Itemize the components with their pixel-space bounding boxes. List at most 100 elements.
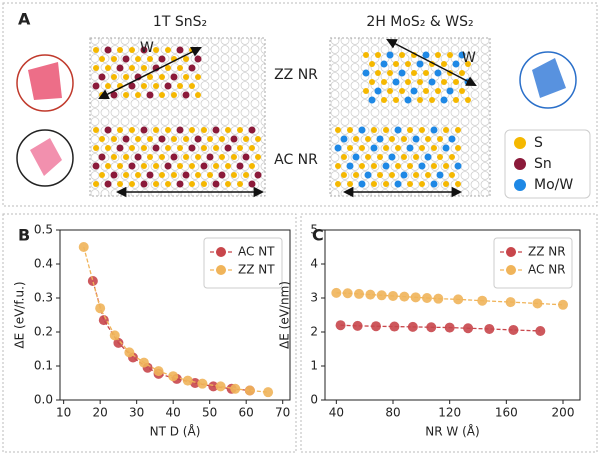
atom: [111, 56, 117, 62]
atom: [405, 79, 411, 85]
lattice-box: [89, 37, 266, 197]
atom: [134, 153, 142, 161]
atom: [248, 126, 256, 134]
atom: [389, 136, 395, 142]
atom: [207, 136, 213, 142]
marker: [87, 276, 98, 286]
atom: [243, 136, 249, 142]
atom: [369, 79, 375, 85]
atom: [159, 172, 165, 178]
atom: [358, 180, 366, 188]
atom: [135, 136, 141, 142]
atom: [219, 154, 225, 160]
panel-a: A 1T SnS₂ 2H MoS₂ & WS₂ W W ZZ NR AC NR …: [16, 10, 591, 199]
legend-marker: [216, 247, 226, 257]
atom: [153, 47, 159, 53]
y-tick-label: 5: [310, 223, 318, 237]
marker: [422, 293, 432, 303]
atom: [371, 181, 377, 187]
atom: [225, 163, 231, 169]
atom: [442, 144, 450, 152]
legend-label: AC NR: [528, 263, 566, 277]
atom: [152, 144, 160, 152]
width-arrow: [98, 47, 202, 99]
atom: [453, 97, 459, 103]
atom: [189, 127, 195, 133]
atom: [386, 51, 394, 59]
atom: [176, 46, 184, 54]
x-tick-label: 40: [166, 406, 181, 420]
atom: [359, 145, 365, 151]
atom: [201, 127, 207, 133]
atom: [104, 46, 112, 54]
atom: [410, 87, 418, 95]
atom: [117, 47, 123, 53]
atom: [171, 136, 177, 142]
atom: [422, 51, 430, 59]
plot-frame: [59, 229, 291, 401]
atom: [437, 154, 443, 160]
atom: [177, 145, 183, 151]
atom: [382, 162, 390, 170]
marker: [426, 322, 437, 333]
atom: [183, 74, 189, 80]
atom: [105, 83, 111, 89]
y-tick-label: 0.5: [34, 223, 53, 237]
atom: [189, 163, 195, 169]
atom: [465, 97, 471, 103]
panel-label: A: [18, 10, 31, 29]
atom: [447, 52, 453, 58]
panel-label: C: [312, 226, 324, 245]
atom: [346, 162, 354, 170]
atom: [165, 65, 171, 71]
atom: [158, 135, 166, 143]
atom: [93, 47, 99, 53]
atom: [92, 162, 100, 170]
atom: [407, 163, 413, 169]
atom: [93, 127, 99, 133]
atom: [129, 145, 135, 151]
legend-label: Mo/W: [534, 177, 573, 193]
atom: [437, 136, 443, 142]
atom: [419, 145, 425, 151]
atom: [381, 79, 387, 85]
atom: [99, 56, 105, 62]
atom: [201, 145, 207, 151]
atom: [195, 74, 201, 80]
atom: [123, 74, 129, 80]
y-tick-label: 3: [310, 291, 318, 305]
atom: [158, 55, 166, 63]
y-tick-label: 0: [310, 393, 318, 407]
marker: [78, 242, 89, 252]
atom: [423, 88, 429, 94]
atom: [454, 162, 462, 170]
marker: [407, 321, 418, 332]
atom: [237, 127, 243, 133]
marker: [263, 387, 274, 398]
octahedron-icon: [28, 62, 62, 100]
atom: [153, 181, 159, 187]
marker: [215, 381, 226, 392]
atom: [98, 153, 106, 161]
legend-marker: [506, 247, 516, 257]
atom: [413, 172, 419, 178]
atom: [362, 69, 370, 77]
x-tick-label: 20: [93, 406, 108, 420]
atom: [188, 64, 196, 72]
atom: [224, 144, 232, 152]
atom: [111, 74, 117, 80]
atom: [104, 126, 112, 134]
atom: [335, 127, 341, 133]
row-label: ZZ NR: [274, 67, 318, 83]
atom: [398, 69, 406, 77]
atom: [189, 181, 195, 187]
atom: [194, 135, 202, 143]
atom: [164, 162, 172, 170]
atom: [122, 135, 130, 143]
atom: [236, 162, 244, 170]
atom: [117, 127, 123, 133]
marker: [208, 381, 219, 392]
octahedron-icon: [30, 138, 62, 176]
width-label: W: [462, 50, 476, 66]
atom: [443, 127, 449, 133]
